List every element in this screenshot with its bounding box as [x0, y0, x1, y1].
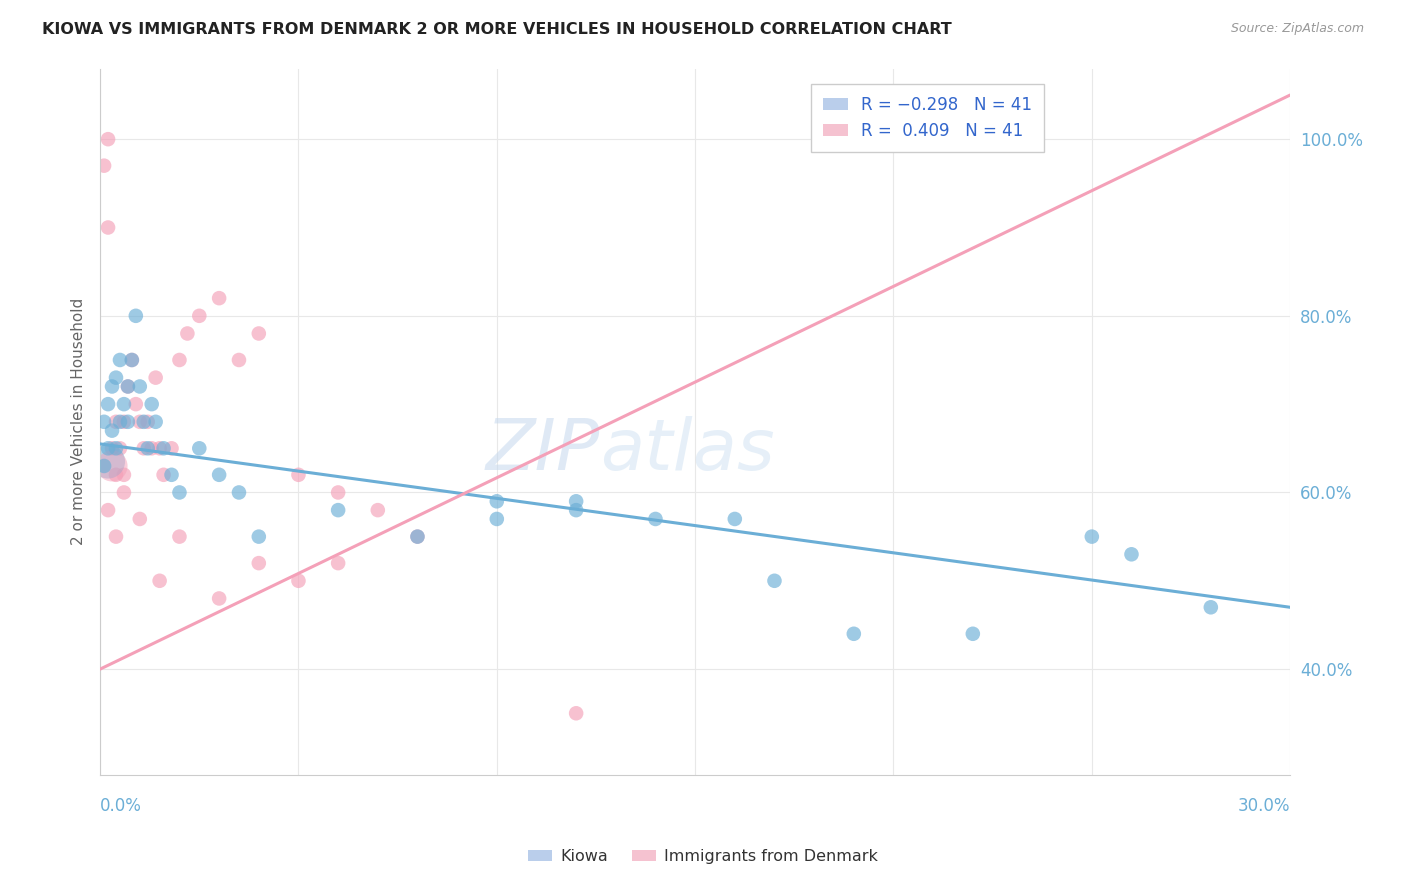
Point: [188, 442, 211, 456]
Point: [169, 485, 191, 500]
Point: [208, 467, 231, 482]
Point: [108, 353, 131, 368]
Point: [93, 415, 115, 429]
Point: [228, 353, 250, 368]
Point: [149, 442, 172, 456]
Point: [145, 370, 167, 384]
Text: Source: ZipAtlas.com: Source: ZipAtlas.com: [1230, 22, 1364, 36]
Point: [326, 503, 349, 517]
Point: [101, 379, 124, 393]
Point: [101, 424, 124, 438]
Point: [108, 442, 131, 456]
Point: [406, 530, 429, 544]
Point: [228, 485, 250, 500]
Point: [101, 442, 124, 456]
Point: [287, 574, 309, 588]
Point: [962, 627, 984, 641]
Text: atlas: atlas: [600, 416, 775, 484]
Point: [105, 530, 128, 544]
Point: [485, 512, 508, 526]
Point: [176, 326, 198, 341]
Point: [152, 467, 174, 482]
Point: [208, 591, 231, 606]
Point: [141, 397, 163, 411]
Point: [326, 556, 349, 570]
Text: KIOWA VS IMMIGRANTS FROM DENMARK 2 OR MORE VEHICLES IN HOUSEHOLD CORRELATION CHA: KIOWA VS IMMIGRANTS FROM DENMARK 2 OR MO…: [42, 22, 952, 37]
Point: [136, 442, 159, 456]
Point: [208, 291, 231, 305]
Point: [128, 379, 150, 393]
Point: [406, 530, 429, 544]
Y-axis label: 2 or more Vehicles in Household: 2 or more Vehicles in Household: [72, 298, 86, 545]
Point: [145, 415, 167, 429]
Point: [105, 415, 128, 429]
Point: [1199, 600, 1222, 615]
Point: [247, 556, 270, 570]
Point: [149, 574, 172, 588]
Point: [97, 397, 120, 411]
Point: [117, 379, 139, 393]
Point: [97, 442, 120, 456]
Text: 0.0%: 0.0%: [100, 797, 142, 815]
Point: [97, 454, 120, 468]
Point: [169, 530, 191, 544]
Point: [565, 494, 588, 508]
Point: [565, 503, 588, 517]
Point: [724, 512, 747, 526]
Point: [287, 467, 309, 482]
Point: [160, 442, 183, 456]
Point: [763, 574, 786, 588]
Point: [105, 467, 128, 482]
Point: [1121, 547, 1143, 561]
Point: [93, 159, 115, 173]
Point: [842, 627, 865, 641]
Text: 30.0%: 30.0%: [1237, 797, 1291, 815]
Point: [105, 370, 128, 384]
Legend: R = −0.298   N = 41, R =  0.409   N = 41: R = −0.298 N = 41, R = 0.409 N = 41: [811, 84, 1043, 152]
Point: [117, 415, 139, 429]
Point: [247, 326, 270, 341]
Point: [112, 397, 135, 411]
Point: [112, 485, 135, 500]
Point: [188, 309, 211, 323]
Point: [108, 415, 131, 429]
Point: [112, 467, 135, 482]
Legend: Kiowa, Immigrants from Denmark: Kiowa, Immigrants from Denmark: [522, 843, 884, 871]
Point: [101, 458, 124, 473]
Point: [247, 530, 270, 544]
Point: [644, 512, 666, 526]
Point: [121, 353, 143, 368]
Point: [117, 379, 139, 393]
Point: [132, 442, 155, 456]
Point: [1081, 530, 1104, 544]
Point: [121, 353, 143, 368]
Point: [97, 132, 120, 146]
Point: [97, 503, 120, 517]
Point: [105, 442, 128, 456]
Point: [367, 503, 389, 517]
Point: [128, 512, 150, 526]
Point: [141, 442, 163, 456]
Point: [132, 415, 155, 429]
Point: [169, 353, 191, 368]
Point: [97, 220, 120, 235]
Point: [125, 309, 148, 323]
Point: [125, 397, 148, 411]
Point: [152, 442, 174, 456]
Point: [565, 706, 588, 721]
Point: [128, 415, 150, 429]
Point: [160, 467, 183, 482]
Point: [485, 494, 508, 508]
Point: [136, 415, 159, 429]
Text: ZIP: ZIP: [485, 416, 600, 484]
Point: [93, 458, 115, 473]
Point: [326, 485, 349, 500]
Point: [112, 415, 135, 429]
